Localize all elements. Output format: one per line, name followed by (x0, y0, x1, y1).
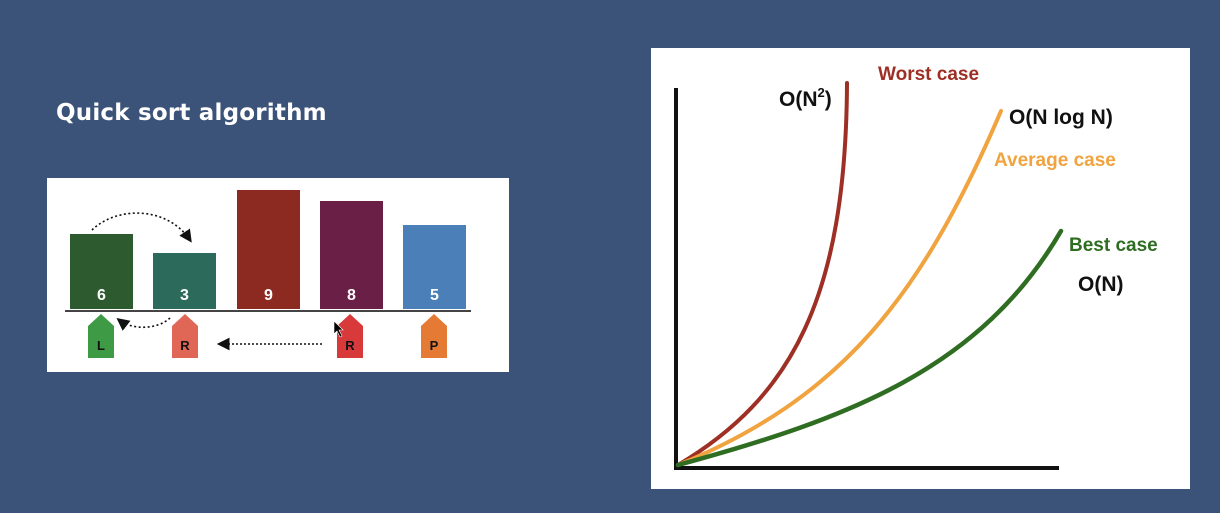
bar-value-label: 8 (347, 287, 356, 304)
slide-title: Quick sort algorithm (56, 100, 327, 126)
marker-pivot (421, 314, 447, 358)
marker-label: R (180, 338, 190, 353)
complexity-chart-svg: Worst case O(N2) O(N log N) Average case… (674, 64, 1158, 470)
bar-5 (403, 225, 466, 309)
worst-case-notation: O(N2) (779, 85, 832, 111)
worst-case-curve (676, 81, 849, 467)
quick-sort-diagram: 6 3 9 8 5 L R R P (47, 178, 509, 372)
return-arrow-icon (116, 317, 171, 331)
marker-label: P (430, 338, 439, 353)
complexity-chart: Worst case O(N2) O(N log N) Average case… (651, 48, 1190, 489)
mouse-cursor-icon (333, 320, 344, 338)
marker-label: R (345, 338, 355, 353)
worst-case-label: Worst case (878, 64, 979, 85)
average-case-notation: O(N log N) (1009, 106, 1113, 129)
best-case-curve (675, 228, 1064, 468)
bar-value-label: 9 (264, 287, 273, 304)
bar-3 (153, 253, 216, 309)
bar-8 (320, 201, 383, 309)
average-case-curve (676, 109, 1003, 467)
marker-right-new (337, 314, 363, 358)
marker-right-old (172, 314, 198, 358)
bar-9 (237, 190, 300, 309)
bar-value-label: 6 (97, 287, 106, 304)
average-case-label: Average case (994, 150, 1116, 171)
marker-label: L (97, 338, 105, 353)
bar-value-label: 3 (180, 287, 189, 304)
bar-value-label: 5 (430, 287, 439, 304)
marker-left (88, 314, 114, 358)
bar-6 (70, 234, 133, 309)
best-case-label: Best case (1069, 235, 1158, 256)
best-case-notation: O(N) (1078, 273, 1124, 296)
quick-sort-svg: 6 3 9 8 5 L R R P (65, 190, 471, 358)
